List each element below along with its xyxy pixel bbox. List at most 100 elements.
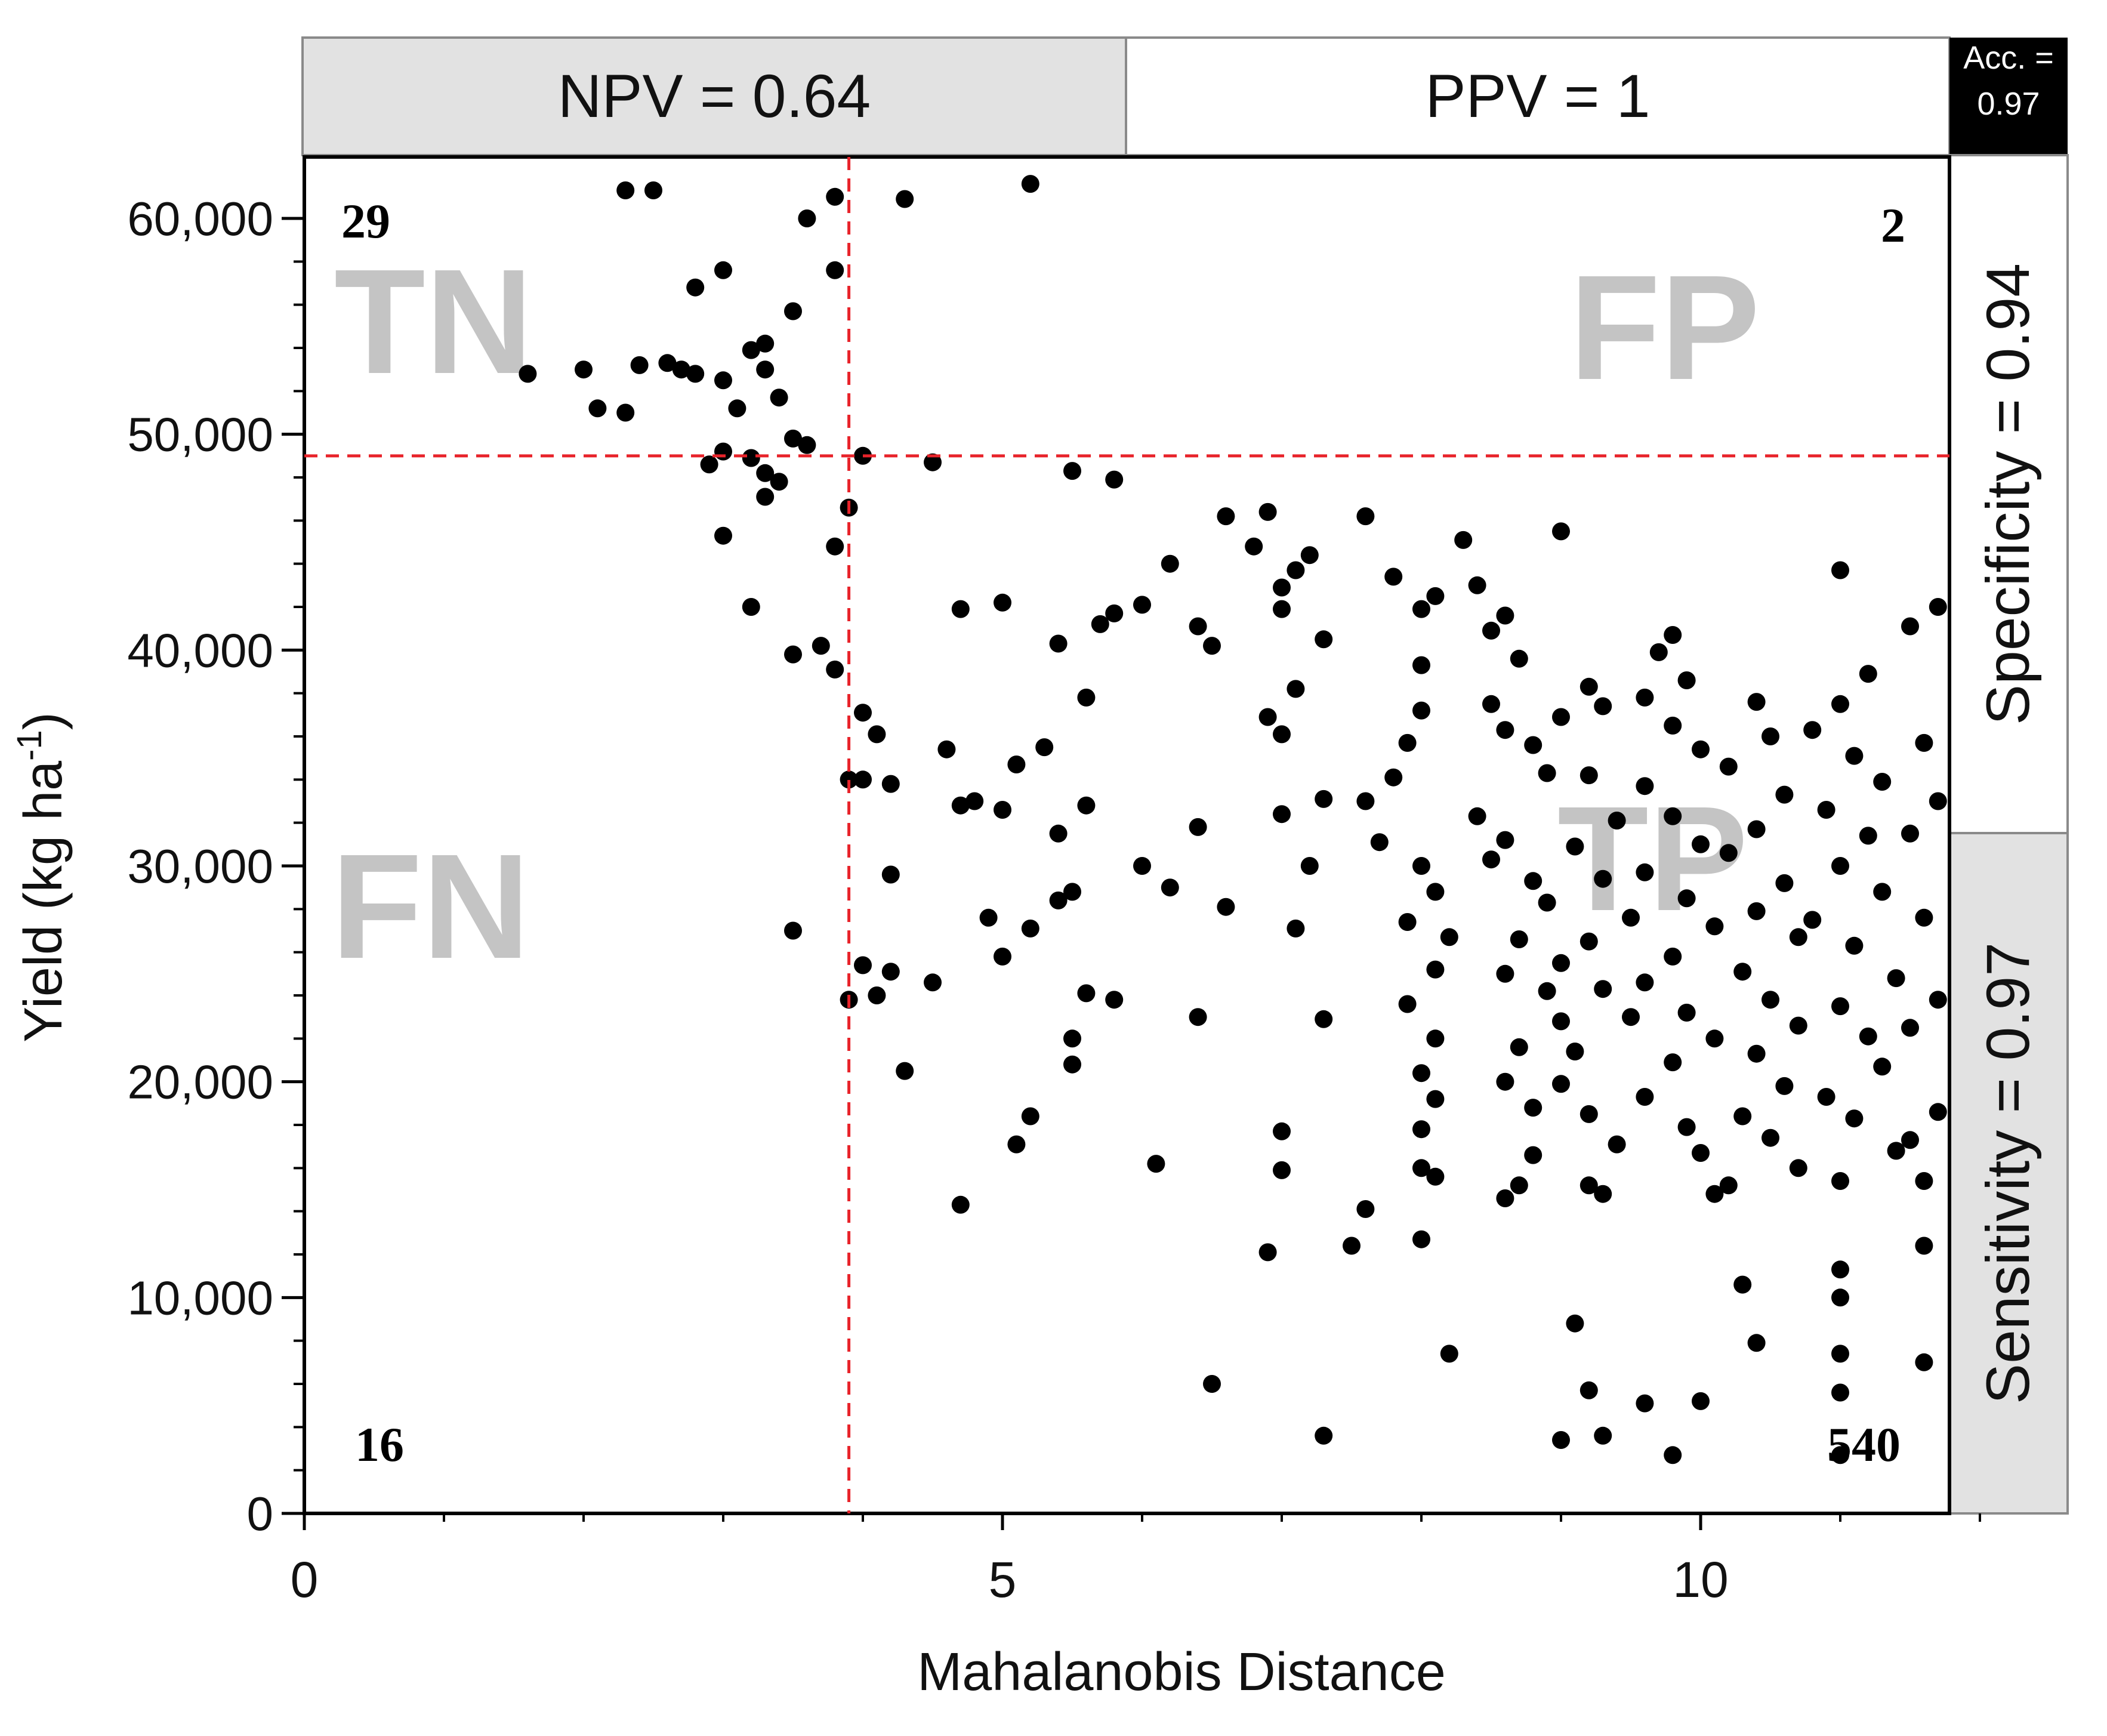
- data-point: [1049, 634, 1068, 653]
- data-point: [1831, 857, 1849, 875]
- data-point: [1775, 874, 1794, 892]
- data-point: [1747, 1334, 1766, 1352]
- data-point: [714, 261, 732, 279]
- data-point: [1133, 596, 1151, 614]
- data-point: [1789, 1016, 1807, 1035]
- data-point: [1608, 1135, 1626, 1154]
- data-point: [1287, 680, 1305, 698]
- data-point: [1273, 578, 1291, 597]
- data-point: [1901, 824, 1919, 843]
- data-point: [1803, 911, 1822, 929]
- data-point: [1831, 997, 1849, 1016]
- data-point: [1356, 1200, 1375, 1218]
- data-point: [1356, 792, 1375, 810]
- data-point: [1077, 984, 1096, 1003]
- data-point: [1315, 1426, 1333, 1445]
- data-point: [1664, 626, 1682, 644]
- data-point: [1608, 812, 1626, 830]
- data-point: [1622, 1008, 1640, 1026]
- x-axis-title: Mahalanobis Distance: [917, 1642, 1446, 1702]
- data-point: [1733, 963, 1752, 981]
- data-point: [714, 442, 732, 461]
- axes-layer: 05101520010,00020,00030,00040,00050,0006…: [127, 192, 1981, 1608]
- data-point: [1300, 546, 1319, 565]
- data-point: [1580, 932, 1598, 951]
- data-point: [1468, 576, 1486, 594]
- data-point: [1677, 1003, 1696, 1022]
- data-point: [1552, 1075, 1570, 1093]
- data-point: [1538, 893, 1556, 912]
- data-point: [1105, 470, 1124, 489]
- data-point: [770, 473, 788, 491]
- data-point: [1580, 1176, 1598, 1195]
- data-point: [1454, 531, 1473, 549]
- data-point: [1831, 1288, 1849, 1307]
- data-point: [1203, 1375, 1221, 1393]
- data-point: [1873, 773, 1892, 791]
- data-point: [1482, 850, 1500, 869]
- data-point: [1594, 980, 1612, 998]
- data-point: [1007, 756, 1026, 773]
- data-point: [1873, 1057, 1892, 1076]
- data-point: [1789, 928, 1807, 946]
- data-point: [951, 1195, 970, 1214]
- data-point: [1203, 637, 1221, 655]
- tp-count: 540: [1827, 1417, 1901, 1472]
- data-point: [798, 209, 816, 227]
- data-point: [1719, 844, 1738, 862]
- data-point: [1622, 908, 1640, 927]
- data-point: [1287, 561, 1305, 579]
- data-point: [1580, 766, 1598, 785]
- data-point: [1021, 1107, 1039, 1126]
- data-point: [1636, 973, 1654, 992]
- x-tick-label: 5: [989, 1552, 1017, 1608]
- data-point: [1398, 913, 1417, 931]
- tn-label: TN: [334, 238, 533, 405]
- data-point: [1440, 1345, 1458, 1363]
- data-point: [1273, 725, 1291, 744]
- data-point: [1929, 991, 1947, 1009]
- data-point: [1245, 537, 1263, 556]
- data-point: [1482, 621, 1500, 640]
- y-tick-label: 10,000: [127, 1271, 273, 1324]
- data-point: [742, 449, 760, 467]
- data-point: [1524, 1146, 1543, 1164]
- data-point: [1412, 1120, 1430, 1139]
- data-point: [826, 261, 844, 279]
- data-point: [1412, 857, 1430, 875]
- data-point: [756, 334, 775, 353]
- data-point: [1747, 693, 1766, 711]
- data-point: [1426, 1090, 1445, 1108]
- data-point: [1412, 701, 1430, 720]
- data-point: [1468, 807, 1486, 825]
- data-point: [1636, 1394, 1654, 1413]
- data-point: [714, 371, 732, 390]
- data-point: [937, 740, 956, 758]
- x-tick-label: 10: [1673, 1552, 1728, 1608]
- data-point: [756, 360, 775, 379]
- data-point: [1273, 600, 1291, 618]
- data-point: [1426, 960, 1445, 979]
- data-point: [868, 725, 886, 744]
- data-point: [854, 956, 872, 975]
- data-point: [1859, 665, 1877, 683]
- y-axis-title-superscript: -1: [10, 730, 49, 761]
- data-point: [924, 453, 942, 471]
- data-point: [756, 488, 775, 506]
- data-point: [1915, 908, 1933, 927]
- data-point: [1803, 721, 1822, 739]
- data-point: [1594, 697, 1612, 716]
- data-point: [1035, 738, 1054, 757]
- data-point: [1412, 1159, 1430, 1177]
- data-point: [1887, 969, 1905, 988]
- data-point: [1831, 1345, 1849, 1363]
- data-point: [1552, 1012, 1570, 1031]
- npv-box: [301, 36, 1127, 156]
- data-point: [1510, 930, 1528, 948]
- data-point: [896, 190, 914, 208]
- data-point: [756, 464, 775, 482]
- data-point: [1552, 708, 1570, 726]
- data-point: [1287, 919, 1305, 938]
- data-point: [784, 645, 802, 664]
- x-tick-label: 0: [291, 1552, 319, 1608]
